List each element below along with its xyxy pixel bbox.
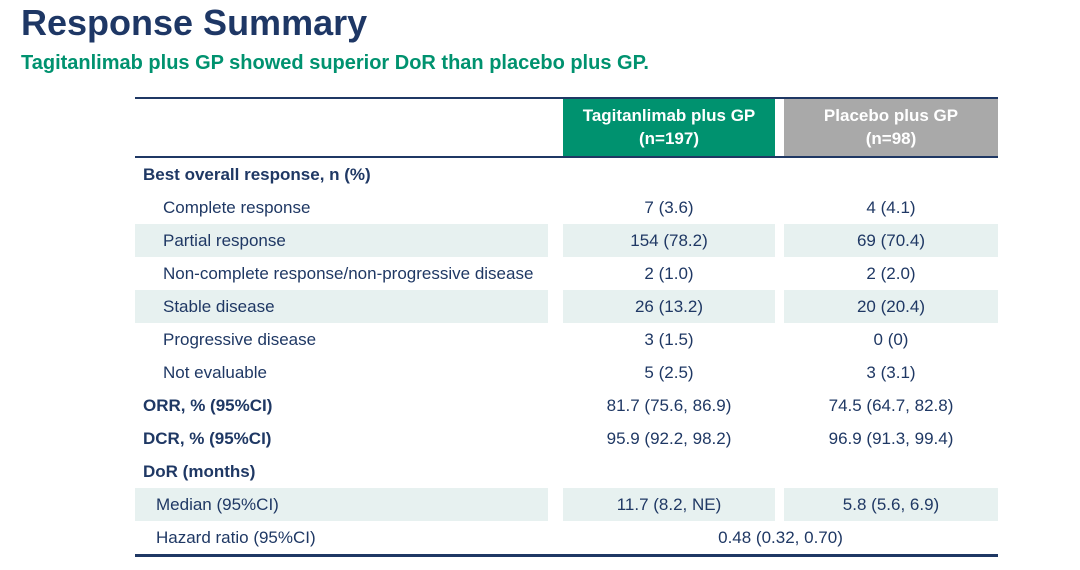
table-row-progressive-disease: Progressive disease 3 (1.5) 0 (0) <box>135 323 998 356</box>
column-header-placebo: Placebo plus GP (n=98) <box>784 99 998 156</box>
row-value-placebo: 20 (20.4) <box>784 290 998 323</box>
row-value-treatment: 11.7 (8.2, NE) <box>563 488 775 521</box>
table-row-orr: ORR, % (95%CI) 81.7 (75.6, 86.9) 74.5 (6… <box>135 389 998 422</box>
column-header-placebo-label: Placebo plus GP <box>823 106 959 126</box>
table-row-median-dor: Median (95%CI) 11.7 (8.2, NE) 5.8 (5.6, … <box>135 488 998 521</box>
row-label: Hazard ratio (95%CI) <box>156 527 316 547</box>
row-value-placebo: 0 (0) <box>873 329 909 349</box>
table-row-hazard-ratio: Hazard ratio (95%CI) 0.48 (0.32, 0.70) <box>135 521 998 554</box>
row-value-treatment: 81.7 (75.6, 86.9) <box>606 395 732 415</box>
table-row-non-complete-response: Non-complete response/non-progressive di… <box>135 257 998 290</box>
hazard-ratio-span-value: 0.48 (0.32, 0.70) <box>718 527 843 547</box>
row-value-treatment: 95.9 (92.2, 98.2) <box>606 428 732 448</box>
row-value-treatment: 154 (78.2) <box>563 224 775 257</box>
row-value-placebo: 4 (4.1) <box>866 197 916 217</box>
row-value-treatment: 5 (2.5) <box>644 362 694 382</box>
results-table: Tagitanlimab plus GP (n=197) Placebo plu… <box>135 97 998 557</box>
column-header-treatment-label: Tagitanlimab plus GP <box>582 106 756 126</box>
row-label: Progressive disease <box>163 329 317 349</box>
table-row-complete-response: Complete response 7 (3.6) 4 (4.1) <box>135 191 998 224</box>
column-header-placebo-n: (n=98) <box>865 128 917 148</box>
row-value-placebo: 5.8 (5.6, 6.9) <box>784 488 998 521</box>
row-value-treatment: 2 (1.0) <box>644 263 694 283</box>
row-value-placebo <box>784 455 998 488</box>
row-label: Not evaluable <box>163 362 267 382</box>
row-value-placebo: 2 (2.0) <box>866 263 916 283</box>
row-value-treatment <box>563 455 775 488</box>
table-row-dor-months: DoR (months) <box>135 455 998 488</box>
table-header-row: Tagitanlimab plus GP (n=197) Placebo plu… <box>135 99 998 158</box>
row-label: Partial response <box>135 224 548 257</box>
row-value-placebo: 69 (70.4) <box>784 224 998 257</box>
row-label: ORR, % (95%CI) <box>143 395 273 415</box>
table-row-dcr: DCR, % (95%CI) 95.9 (92.2, 98.2) 96.9 (9… <box>135 422 998 455</box>
row-label: Non-complete response/non-progressive di… <box>163 263 534 283</box>
page-subtitle: Tagitanlimab plus GP showed superior DoR… <box>21 52 649 74</box>
page-title: Response Summary <box>21 2 368 43</box>
row-value-placebo: 3 (3.1) <box>866 362 916 382</box>
row-label: Stable disease <box>135 290 548 323</box>
column-header-treatment: Tagitanlimab plus GP (n=197) <box>563 99 775 156</box>
row-value-placebo <box>784 158 998 191</box>
table-row-not-evaluable: Not evaluable 5 (2.5) 3 (3.1) <box>135 356 998 389</box>
row-label: Median (95%CI) <box>135 488 548 521</box>
row-value-treatment <box>563 158 775 191</box>
table-row-partial-response: Partial response 154 (78.2) 69 (70.4) <box>135 224 998 257</box>
table-row-stable-disease: Stable disease 26 (13.2) 20 (20.4) <box>135 290 998 323</box>
table-row-best-overall-response: Best overall response, n (%) <box>135 158 998 191</box>
row-value-placebo: 96.9 (91.3, 99.4) <box>828 428 954 448</box>
row-label: DoR (months) <box>143 461 256 481</box>
row-label: Complete response <box>163 197 311 217</box>
row-value-placebo: 74.5 (64.7, 82.8) <box>828 395 954 415</box>
row-label: DCR, % (95%CI) <box>143 428 272 448</box>
row-value-treatment: 3 (1.5) <box>644 329 694 349</box>
column-header-treatment-n: (n=197) <box>639 128 699 148</box>
row-label: Best overall response, n (%) <box>143 164 371 184</box>
row-value-treatment: 7 (3.6) <box>644 197 694 217</box>
row-value-treatment: 26 (13.2) <box>563 290 775 323</box>
